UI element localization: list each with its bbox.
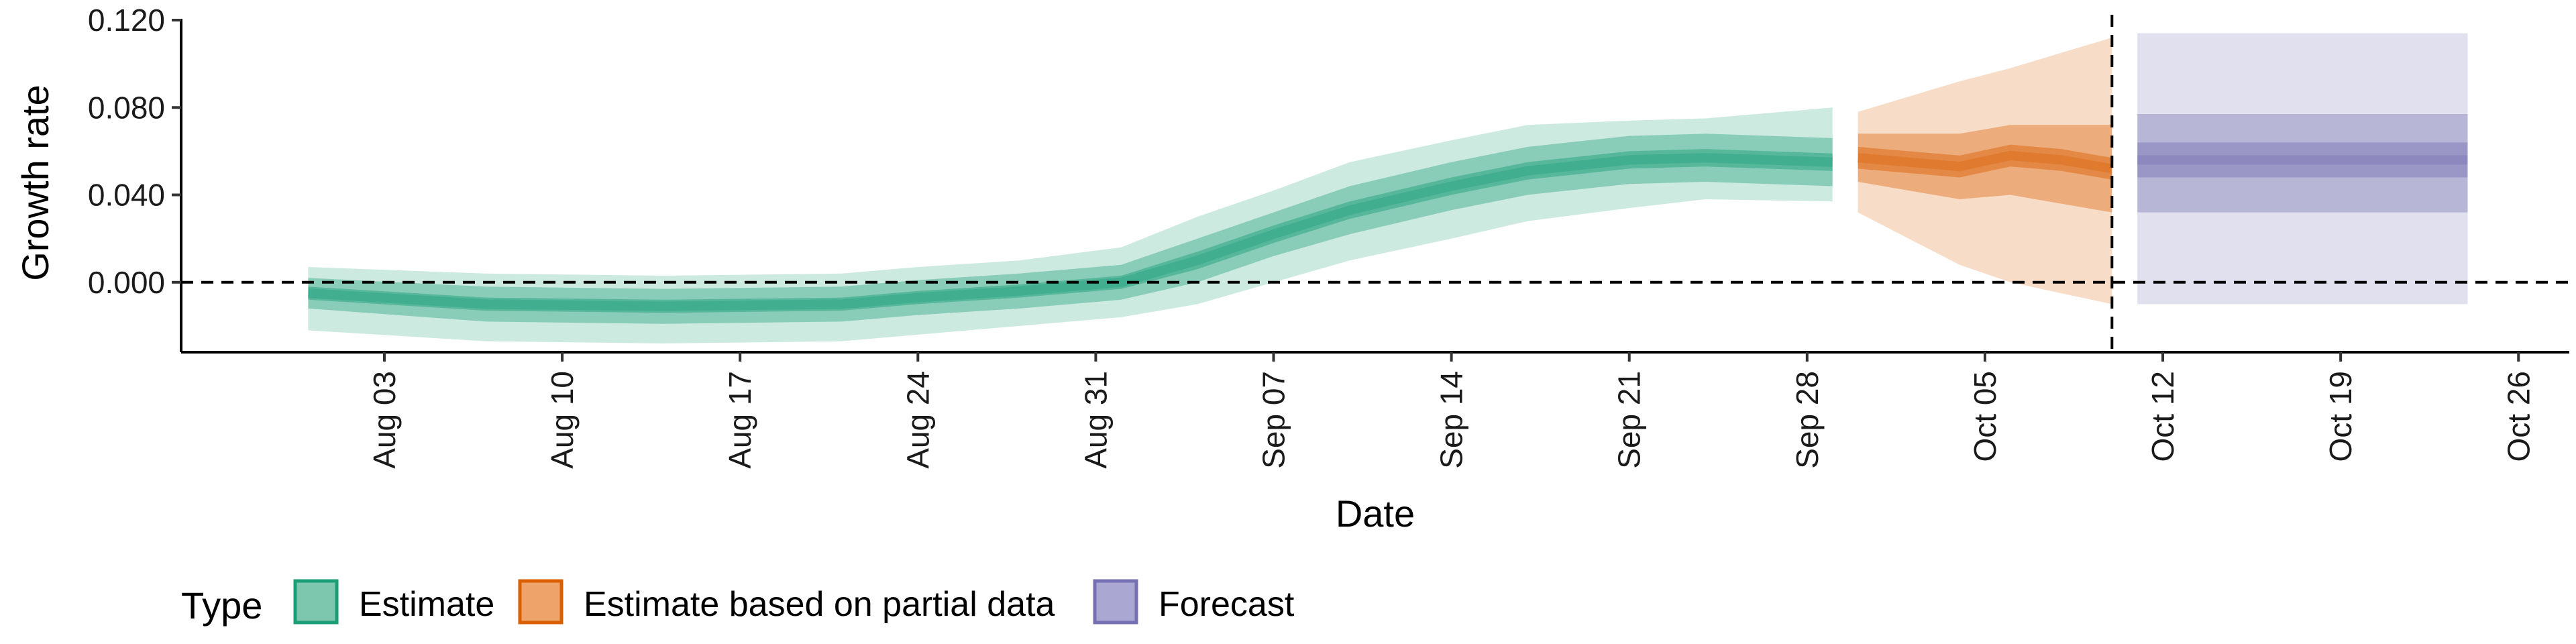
forecast-ci50-band	[2137, 114, 2468, 213]
median-lines	[307, 150, 2468, 311]
y-tick-label: 0.000	[88, 265, 165, 300]
legend-swatch	[293, 579, 339, 625]
x-tick-label: Aug 03	[367, 371, 402, 469]
x-tick-label: Aug 24	[900, 371, 935, 469]
y-tick-label: 0.040	[88, 178, 165, 213]
estimate-based-on-partial-data-ci50-band	[1858, 125, 2112, 213]
estimate-based-on-partial-data-median-line	[1858, 150, 2113, 174]
legend: Type Estimate Estimate based on partial d…	[181, 579, 1295, 627]
legend-label: Estimate based on partial data	[584, 585, 1055, 624]
y-axis-ticks: 0.000 0.040 0.080 0.120	[88, 3, 181, 300]
uncertainty-bands	[308, 33, 2468, 344]
estimate-based-on-partial-data-ci20-band	[1858, 144, 2112, 180]
x-tick-label: Oct 12	[2145, 371, 2180, 462]
x-tick-label: Sep 21	[1612, 371, 1647, 469]
legend-title: Type	[181, 584, 262, 627]
legend-swatch	[518, 579, 564, 625]
forecast-ci90-band	[2137, 33, 2468, 305]
x-tick-label: Oct 26	[2501, 371, 2536, 462]
x-tick-label: Aug 17	[722, 371, 757, 469]
legend-entry-estimate-based-on-partial-data: Estimate based on partial data	[518, 579, 1055, 625]
estimate-ci50-band	[308, 133, 1833, 324]
x-axis-ticks: Aug 03 Aug 10 Aug 17 Aug 24 Aug 31 Sep 07 Sep …	[367, 352, 2536, 469]
x-tick-label: Sep 28	[1790, 371, 1825, 469]
x-tick-label: Aug 10	[545, 371, 580, 469]
x-tick-label: Oct 19	[2323, 371, 2358, 462]
forecast-ci20-band	[2137, 142, 2468, 178]
legend-entry-forecast: Forecast	[1093, 579, 1295, 625]
x-tick-label: Sep 07	[1256, 371, 1291, 469]
x-axis-title: Date	[1336, 492, 1415, 535]
legend-swatch	[1093, 579, 1138, 625]
x-tick-label: Aug 31	[1078, 371, 1113, 469]
y-tick-label: 0.120	[88, 3, 165, 38]
legend-entry-estimate: Estimate	[293, 579, 494, 625]
estimate-median-line	[307, 153, 1833, 311]
legend-label: Estimate	[359, 585, 494, 624]
estimate-based-on-partial-data-ci90-band	[1858, 38, 2112, 305]
reference-lines	[181, 15, 2569, 352]
x-tick-label: Oct 05	[1968, 371, 2002, 462]
x-tick-label: Sep 14	[1434, 371, 1469, 469]
axes	[180, 19, 2569, 354]
estimate-ci90-band	[308, 107, 1833, 344]
y-axis-title: Growth rate	[14, 85, 56, 281]
estimate-ci20-band	[308, 149, 1833, 313]
y-tick-label: 0.080	[88, 90, 165, 125]
legend-label: Forecast	[1159, 585, 1295, 624]
